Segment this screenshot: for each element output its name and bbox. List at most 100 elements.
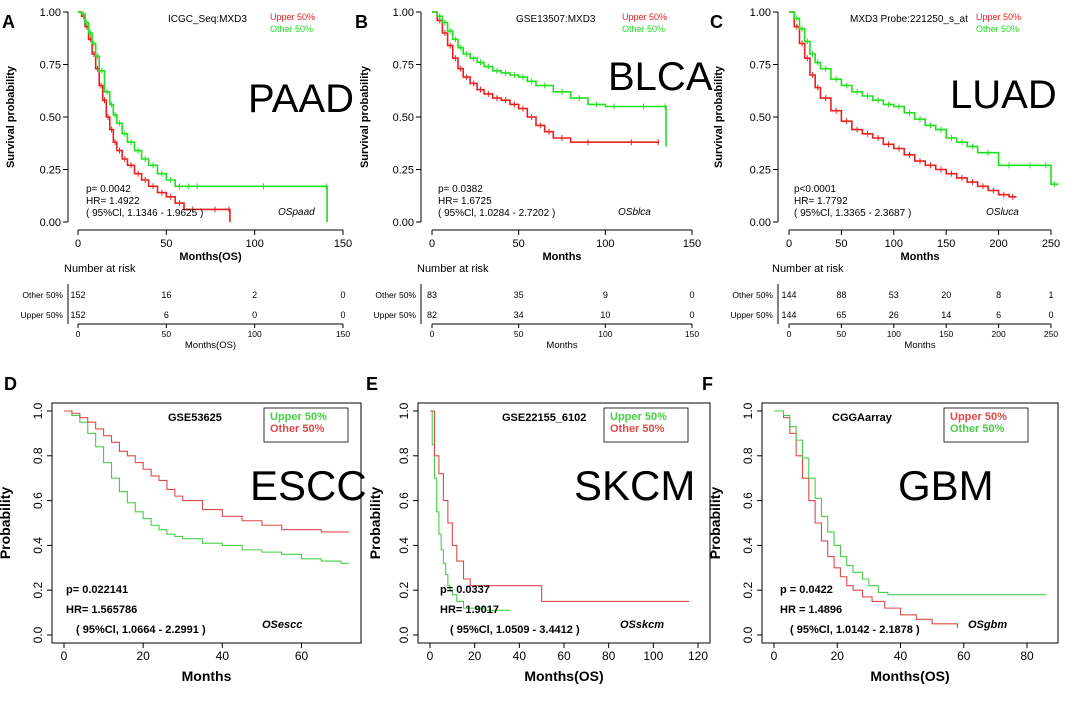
x-tick-label: 200 xyxy=(989,238,1007,250)
legend-box xyxy=(263,407,349,443)
y-axis-label: Survival probability xyxy=(359,65,371,168)
y-tick-label: 0.25 xyxy=(750,165,771,177)
risk-x-label: Months xyxy=(904,340,935,351)
x-tick-label: 40 xyxy=(513,649,527,663)
dataset-title: GSE22155_6102 xyxy=(502,412,586,424)
stat-line: ( 95%Cl, 1.0142 - 2.1878 ) xyxy=(790,624,920,636)
dataset-title: ICGC_Seq:MXD3 xyxy=(168,14,247,25)
x-tick-label: 50 xyxy=(835,238,847,250)
risk-value: 152 xyxy=(70,290,85,300)
risk-header: Number at risk xyxy=(772,263,844,275)
risk-value: 6 xyxy=(164,310,169,320)
y-tick-label: 0.0 xyxy=(741,626,755,643)
legend-entry: Other 50% xyxy=(950,423,1005,435)
x-axis-label: Months xyxy=(542,251,581,263)
risk-value: 2 xyxy=(252,290,257,300)
risk-value: 0 xyxy=(1048,310,1053,320)
risk-value: 26 xyxy=(889,310,899,320)
legend-entry: Upper 50% xyxy=(976,12,1021,22)
x-tick-label: 50 xyxy=(513,238,525,250)
x-tick-label: 0 xyxy=(786,238,792,250)
risk-x-tick-label: 50 xyxy=(514,329,524,339)
y-tick-label: 0.50 xyxy=(393,112,414,124)
risk-value: 0 xyxy=(689,310,694,320)
y-axis-label: Probability xyxy=(0,487,13,560)
x-tick-label: 40 xyxy=(216,649,230,663)
series-tag: OSskcm xyxy=(620,619,664,631)
risk-value: 10 xyxy=(600,310,610,320)
x-tick-label: 50 xyxy=(160,238,172,250)
y-axis-label: Probability xyxy=(707,487,723,560)
risk-value: 152 xyxy=(70,310,85,320)
y-axis-label: Survival probability xyxy=(5,65,17,168)
x-tick-label: 150 xyxy=(334,238,352,250)
legend-entry: Other 50% xyxy=(270,423,325,435)
stat-line: p= 0.0042 xyxy=(86,184,131,195)
y-tick-label: 0.6 xyxy=(741,492,755,509)
series-tag: OSblca xyxy=(618,207,651,218)
x-axis-label: Months xyxy=(900,251,939,263)
risk-x-tick-label: 0 xyxy=(787,329,792,339)
x-tick-label: 80 xyxy=(1020,649,1034,663)
y-tick-label: 0.00 xyxy=(393,217,414,229)
y-tick-label: 0.4 xyxy=(31,537,45,554)
x-tick-label: 60 xyxy=(557,649,571,663)
series-line-1 xyxy=(774,410,1046,596)
risk-row-label: Upper 50% xyxy=(20,310,63,320)
cancer-label: ESCC xyxy=(250,462,367,509)
series-line-1 xyxy=(432,11,667,147)
y-tick-label: 1.0 xyxy=(741,402,755,419)
legend-entry: Upper 50% xyxy=(610,411,667,423)
panel-letter: D xyxy=(4,374,17,394)
x-tick-label: 120 xyxy=(688,649,708,663)
panel-b: B0.000.250.500.751.000 50 100 150MonthsSurv… xyxy=(355,7,713,351)
x-tick-label: 100 xyxy=(885,238,903,250)
y-tick-label: 1.00 xyxy=(40,7,61,19)
dataset-title: GSE53625 xyxy=(168,412,222,424)
y-tick-label: 0.75 xyxy=(393,60,414,72)
x-tick-label: 100 xyxy=(245,238,263,250)
y-tick-label: 1.0 xyxy=(397,402,411,419)
panel-letter: E xyxy=(366,374,378,394)
risk-x-tick-label: 100 xyxy=(248,329,262,339)
stat-line: ( 95%Cl, 1.1346 - 1.9625 ) xyxy=(86,208,203,219)
legend-entry: Upper 50% xyxy=(270,411,327,423)
x-tick-label: 150 xyxy=(937,238,955,250)
risk-x-tick-label: 150 xyxy=(336,329,350,339)
risk-row-label: Upper 50% xyxy=(730,310,773,320)
series-line-0 xyxy=(774,410,958,629)
risk-x-tick-label: 200 xyxy=(992,329,1006,339)
cancer-label: BLCA xyxy=(608,55,713,99)
panel-letter: B xyxy=(355,12,368,32)
x-axis-label: Months(OS) xyxy=(179,251,242,263)
panel-c: C0.000.250.500.751.000 50 100 150 200 250Mont… xyxy=(710,7,1060,351)
series-tag: OSgbm xyxy=(968,619,1007,631)
x-tick-label: 80 xyxy=(602,649,616,663)
y-tick-label: 1.0 xyxy=(31,402,45,419)
y-tick-label: 0.6 xyxy=(397,492,411,509)
cancer-label: PAAD xyxy=(248,77,354,121)
y-tick-label: 1.00 xyxy=(393,7,414,19)
y-tick-label: 0.8 xyxy=(31,447,45,464)
risk-value: 14 xyxy=(941,310,951,320)
dataset-title: GSE13507:MXD3 xyxy=(516,14,596,25)
risk-value: 20 xyxy=(941,290,951,300)
panel-letter: A xyxy=(2,12,15,32)
stat-line: HR = 1.4896 xyxy=(780,604,842,616)
risk-x-tick-label: 0 xyxy=(76,329,81,339)
y-tick-label: 0.2 xyxy=(31,582,45,599)
risk-value: 16 xyxy=(161,290,171,300)
y-tick-label: 0.4 xyxy=(397,537,411,554)
y-tick-label: 0.50 xyxy=(750,112,771,124)
stat-line: ( 95%Cl, 1.0509 - 3.4412 ) xyxy=(450,624,580,636)
risk-x-tick-label: 250 xyxy=(1044,329,1058,339)
legend-entry: Upper 50% xyxy=(270,12,315,22)
risk-value: 144 xyxy=(781,290,796,300)
risk-x-tick-label: 50 xyxy=(837,329,847,339)
cancer-label: LUAD xyxy=(950,73,1057,117)
x-tick-label: 60 xyxy=(295,649,309,663)
panel-letter: C xyxy=(710,12,723,32)
risk-value: 88 xyxy=(836,290,846,300)
risk-value: 34 xyxy=(514,310,524,320)
